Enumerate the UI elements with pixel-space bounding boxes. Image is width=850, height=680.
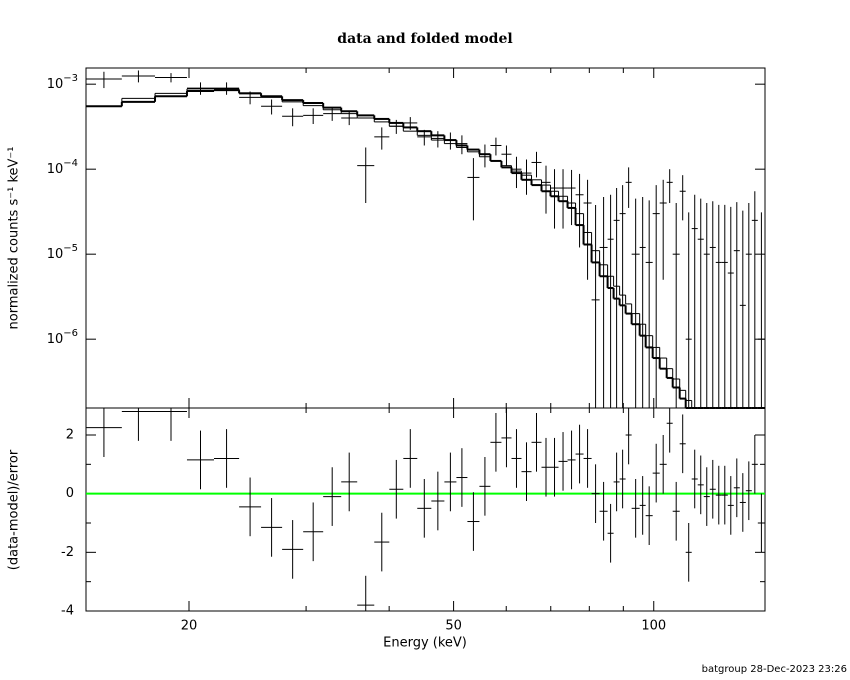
y-axis-label: normalized counts s⁻¹ keV⁻¹ [7,147,22,330]
x-tick-label: 20 [181,619,198,634]
y-tick-label: 10−5 [47,243,78,262]
y-tick-label: 10−3 [47,73,78,92]
x-tick-label: 100 [641,619,666,634]
y-tick-label: -2 [61,545,74,560]
y-tick-label: 0 [66,486,74,501]
y-tick-label: 10−6 [47,328,78,347]
x-axis-label: Energy (keV) [383,636,467,651]
y-tick-label: 10−4 [47,158,78,177]
x-tick-label: 50 [445,619,462,634]
y-tick-label: 2 [66,427,74,442]
footer: batgroup 28-Dec-2023 23:26 [702,664,847,675]
y-axis-label: (data-model)/error [7,449,22,570]
y-tick-label: -4 [61,604,74,619]
panel-frame [85,407,766,612]
chart-title: data and folded model [337,31,512,47]
